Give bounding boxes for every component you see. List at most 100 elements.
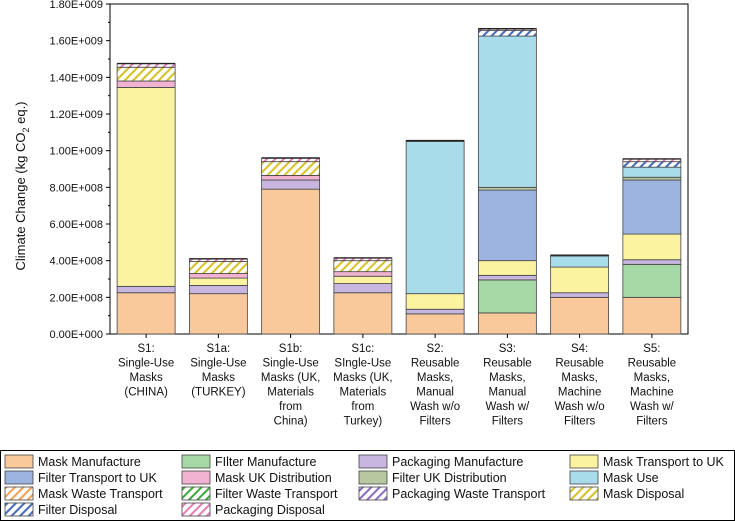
legend-item: Mask Transport to UK bbox=[569, 454, 725, 469]
legend-item: Mask UK Distribution bbox=[181, 470, 332, 485]
legend-label: Packaging Manufacture bbox=[392, 455, 523, 469]
legend-label: Filter UK Distribution bbox=[392, 471, 507, 485]
legend-label: Mask Use bbox=[603, 471, 659, 485]
bar-segment bbox=[333, 292, 393, 335]
x-tick-label-line: Masks, bbox=[634, 372, 670, 384]
x-tick-label-line: S1a: bbox=[207, 343, 231, 355]
x-tick-label-line: S4: bbox=[571, 343, 588, 355]
legend-swatch bbox=[358, 486, 388, 501]
x-tick-label-line: from bbox=[351, 401, 374, 413]
x-tick-label-line: Wash w/ bbox=[486, 401, 530, 413]
bar-segment bbox=[261, 179, 321, 190]
legend-label: Packaging Waste Transport bbox=[392, 487, 546, 501]
legend-label: Filter Transport to UK bbox=[38, 471, 157, 485]
bar-stack bbox=[477, 28, 537, 335]
x-tick-label-line: Masks, bbox=[489, 372, 525, 384]
bar-segment bbox=[622, 233, 682, 261]
bar-segment bbox=[477, 260, 537, 276]
x-tick-label-line: China) bbox=[274, 416, 308, 428]
x-tick-label-line: from bbox=[279, 401, 302, 413]
y-axis-label-subscript: 2 bbox=[21, 128, 31, 133]
legend-swatch bbox=[569, 470, 599, 485]
x-tick-label-line: Masks (UK, bbox=[261, 372, 320, 384]
x-tick-label-line: S3: bbox=[499, 343, 516, 355]
bar-segment bbox=[477, 312, 537, 335]
bar-stack bbox=[188, 258, 248, 335]
legend-item: Filter Transport to UK bbox=[4, 470, 157, 485]
bar-segment bbox=[622, 263, 682, 298]
legend-item: FIlter Manufacture bbox=[181, 454, 316, 469]
x-tick-label-line: (CHINA) bbox=[124, 387, 168, 399]
x-tick-label: S1b: Single-Use Masks (UK, Materials from Chi… bbox=[261, 343, 320, 428]
x-tick-label: S2: Reusable Masks, Manual Wash w/o Filters bbox=[410, 343, 460, 428]
y-tick-label: 8.00E+008 bbox=[49, 182, 103, 194]
y-axis-label-main: Climate Change (kg CO bbox=[13, 133, 28, 271]
legend-swatch bbox=[358, 470, 388, 485]
y-axis-label-tail: eq.) bbox=[13, 101, 28, 127]
bar-segment bbox=[261, 188, 321, 335]
legend-swatch bbox=[181, 486, 211, 501]
x-tick-label-line: Masks, bbox=[417, 372, 453, 384]
bar-segment bbox=[622, 259, 682, 265]
y-tick-label: 6.00E+008 bbox=[49, 219, 103, 231]
bar-stack bbox=[622, 158, 682, 335]
x-tick-label-line: Filters bbox=[636, 416, 668, 428]
bar-stack bbox=[333, 257, 393, 335]
x-tick-label-line: Materials bbox=[267, 387, 314, 399]
bar-segment bbox=[622, 161, 682, 168]
x-tick-label-line: S1b: bbox=[279, 343, 303, 355]
x-tick-label: S5: Reusable Masks, Machine Wash w/Filters bbox=[628, 343, 677, 428]
x-tick-label-line: (TURKEY) bbox=[191, 387, 245, 399]
x-tick-label-line: Masks (UK, bbox=[333, 372, 392, 384]
bar-segment bbox=[477, 274, 537, 281]
legend-label: Mask Waste Transport bbox=[38, 487, 163, 501]
legend-label: Mask UK Distribution bbox=[215, 471, 332, 485]
y-tick-label: 2.00E+008 bbox=[49, 292, 103, 304]
bar-segment bbox=[622, 296, 682, 335]
x-tick-label-line: Turkey) bbox=[344, 416, 383, 428]
legend-item: Filter UK Distribution bbox=[358, 470, 507, 485]
bar-segment bbox=[477, 35, 537, 188]
legend-label: Packaging Disposal bbox=[215, 503, 325, 517]
legend-item: Mask Disposal bbox=[569, 486, 684, 501]
bar-segment bbox=[116, 80, 176, 88]
x-tick-label-line: Manual bbox=[489, 387, 527, 399]
x-tick-label-line: Reusable bbox=[555, 358, 604, 370]
legend-item: Mask Manufacture bbox=[4, 454, 141, 469]
bar-segment bbox=[116, 87, 176, 287]
legend-item: Mask Use bbox=[569, 470, 659, 485]
x-tick-label-line: S1c: bbox=[351, 343, 374, 355]
x-tick-label-line: Filters bbox=[492, 416, 524, 428]
bar-segment bbox=[188, 285, 248, 295]
legend-item: Packaging Disposal bbox=[181, 502, 325, 517]
bar-segment bbox=[550, 266, 610, 294]
legend-item: Filter Waste Transport bbox=[181, 486, 338, 501]
bar-segment bbox=[622, 166, 682, 178]
legend-swatch bbox=[569, 486, 599, 501]
bar-segment bbox=[550, 292, 610, 298]
bar-segment bbox=[261, 161, 321, 176]
x-tick-label-line: Single-Use bbox=[190, 358, 246, 370]
legend-label: Mask Disposal bbox=[603, 487, 684, 501]
y-tick-label: 1.00E+009 bbox=[49, 146, 103, 158]
bar-segment bbox=[405, 293, 465, 310]
bar-segment bbox=[405, 313, 465, 335]
x-tick-label-line: Reusable bbox=[628, 358, 677, 370]
legend-label: Mask Transport to UK bbox=[603, 455, 725, 469]
x-tick-label-line: S1: bbox=[137, 343, 154, 355]
bar-segment bbox=[550, 255, 610, 268]
bar-segment bbox=[116, 285, 176, 294]
legend-item: Mask Waste Transport bbox=[4, 486, 163, 501]
x-tick-label-line: Filters bbox=[419, 416, 451, 428]
legend-swatch bbox=[4, 454, 34, 469]
y-tick-label: 4.00E+008 bbox=[49, 256, 103, 268]
legend-swatch bbox=[358, 454, 388, 469]
bar-segment bbox=[477, 279, 537, 314]
legend-swatch bbox=[4, 502, 34, 517]
bar-segment bbox=[405, 308, 465, 315]
x-tick-label-line: Filters bbox=[564, 416, 596, 428]
legend-label: Filter Waste Transport bbox=[215, 487, 338, 501]
bar-segment bbox=[261, 175, 321, 181]
y-tick-label: 1.40E+009 bbox=[49, 72, 103, 84]
